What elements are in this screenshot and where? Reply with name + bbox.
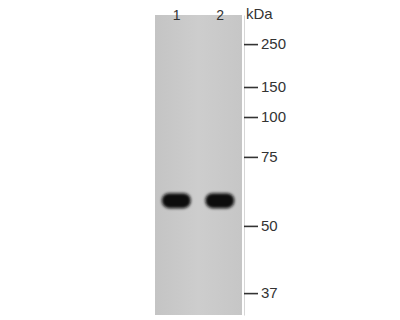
y-axis: 250 150 100 75 50 37 <box>244 16 286 316</box>
plot-area <box>162 193 234 208</box>
y-tick: 250 <box>244 35 286 52</box>
blot-panel <box>155 15 242 315</box>
lane-tick: 2 <box>216 7 224 23</box>
band <box>162 193 191 208</box>
y-tick-label: 50 <box>261 217 278 234</box>
y-tick: 100 <box>244 108 286 125</box>
y-tick-label: 250 <box>261 35 286 52</box>
lane-label: 1 <box>173 7 181 23</box>
lane-tick: 1 <box>173 7 181 23</box>
y-tick-mark <box>244 293 258 295</box>
y-tick: 37 <box>244 284 278 301</box>
y-tick-mark <box>244 117 258 119</box>
y-tick-mark <box>244 157 258 159</box>
y-axis-title: kDa <box>246 5 273 22</box>
y-tick-mark <box>244 44 258 46</box>
y-tick: 75 <box>244 148 278 165</box>
x-axis: 12 <box>173 7 225 23</box>
y-tick-mark <box>244 87 258 89</box>
figure: 25015010075503712kDa <box>0 0 400 320</box>
y-tick: 50 <box>244 217 278 234</box>
lane-label: 2 <box>216 7 224 23</box>
y-tick-label: 100 <box>261 108 286 125</box>
band <box>205 193 234 208</box>
y-tick-label: 150 <box>261 78 286 95</box>
y-axis-line <box>244 16 245 316</box>
y-tick-label: 75 <box>261 148 278 165</box>
y-tick-mark <box>244 226 258 228</box>
y-tick: 150 <box>244 78 286 95</box>
y-tick-label: 37 <box>261 284 278 301</box>
